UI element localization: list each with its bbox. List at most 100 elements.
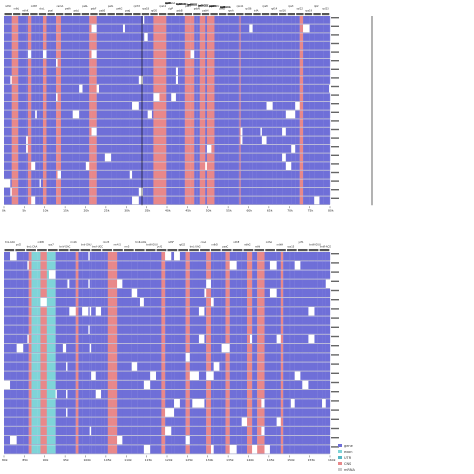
alignment-block: [67, 110, 73, 119]
alignment-block: [31, 436, 38, 445]
alignment-block: [66, 261, 68, 270]
alignment-block: [249, 279, 253, 288]
alignment-block: [129, 179, 133, 188]
alignment-block: [242, 84, 250, 93]
alignment-block: [129, 344, 132, 353]
alignment-block: [78, 371, 83, 380]
alignment-block: [91, 196, 97, 205]
alignment-block: [329, 102, 331, 110]
alignment-block: [46, 188, 51, 196]
alignment-block: [302, 334, 309, 344]
alignment-block: [165, 252, 172, 261]
gene-label: petA: [65, 7, 71, 10]
alignment-block: [224, 33, 229, 41]
alignment-block: [303, 41, 310, 50]
alignment-block: [89, 279, 92, 288]
alignment-block: [143, 371, 151, 380]
alignment-block: [27, 119, 32, 127]
alignment-block: [39, 59, 41, 67]
alignment-block: [95, 380, 102, 390]
alignment-block: [40, 196, 44, 205]
alignment-block: [322, 426, 326, 436]
alignment-block: [242, 102, 250, 110]
alignment-block: [192, 408, 200, 417]
alignment-block: [213, 399, 220, 408]
alignment-block: [171, 390, 175, 399]
alignment-block: [143, 316, 151, 325]
alignment-block: [294, 298, 301, 307]
alignment-block: [290, 417, 295, 426]
alignment-block: [72, 188, 80, 196]
alignment-block: [205, 119, 208, 127]
alignment-block: [317, 371, 323, 380]
alignment-block: [240, 93, 243, 102]
alignment-block: [131, 344, 138, 353]
alignment-block: [104, 119, 112, 127]
alignment-block: [295, 119, 300, 127]
alignment-block: [309, 33, 315, 41]
alignment-block: [10, 334, 17, 344]
alignment-block: [16, 445, 24, 454]
alignment-block: [261, 188, 267, 196]
gene-label: petD: [219, 7, 225, 10]
alignment-block: [295, 162, 300, 170]
alignment-block: [96, 16, 100, 24]
alignment-block: [104, 41, 112, 50]
alignment-block: [236, 298, 242, 307]
alignment-block: [129, 408, 132, 417]
alignment-block: [171, 188, 177, 196]
alignment-block: [36, 153, 40, 162]
alignment-block: [302, 353, 309, 362]
alignment-block: [137, 279, 141, 288]
alignment-block: [252, 127, 257, 136]
gene-arrow: [287, 249, 297, 252]
alignment-block: [56, 84, 58, 93]
scale-label: 130k: [206, 458, 214, 462]
alignment-block: [131, 316, 138, 325]
alignment-block: [308, 270, 315, 279]
alignment-block: [132, 24, 139, 33]
alignment-block: [225, 362, 230, 371]
alignment-block: [122, 298, 130, 307]
alignment-block: [282, 41, 286, 50]
alignment-block: [46, 196, 51, 205]
alignment-block: [291, 67, 296, 76]
alignment-block: [16, 307, 24, 316]
alignment-block: [285, 153, 292, 162]
alignment-block: [31, 307, 38, 316]
alignment-block: [95, 344, 102, 353]
alignment-block: [280, 298, 284, 307]
alignment-block: [137, 445, 141, 454]
alignment-block: [27, 390, 29, 399]
alignment-block: [4, 252, 11, 261]
alignment-block: [31, 417, 38, 426]
alignment-block: [11, 50, 19, 59]
alignment-block: [282, 170, 286, 179]
alignment-block: [194, 67, 197, 76]
alignment-block: [48, 362, 56, 371]
alignment-block: [219, 307, 222, 316]
alignment-block: [180, 50, 185, 59]
alignment-block: [283, 325, 290, 334]
alignment-block: [189, 307, 193, 316]
alignment-block: [238, 16, 240, 24]
alignment-block: [192, 316, 200, 325]
alignment-block: [190, 188, 195, 196]
alignment-block: [55, 261, 57, 270]
gene-label: trnI-CAU: [5, 241, 15, 244]
alignment-block: [241, 344, 248, 353]
alignment-block: [112, 270, 118, 279]
alignment-block: [57, 136, 62, 145]
alignment-block: [198, 390, 205, 399]
alignment-block: [184, 162, 191, 170]
alignment-block: [10, 399, 17, 408]
alignment-block: [269, 426, 277, 436]
alignment-block: [264, 316, 271, 325]
alignment-block: [62, 252, 67, 261]
alignment-block: [319, 145, 324, 153]
alignment-block: [62, 334, 67, 344]
alignment-block: [89, 390, 92, 399]
alignment-block: [10, 316, 17, 325]
alignment-block: [95, 334, 102, 344]
